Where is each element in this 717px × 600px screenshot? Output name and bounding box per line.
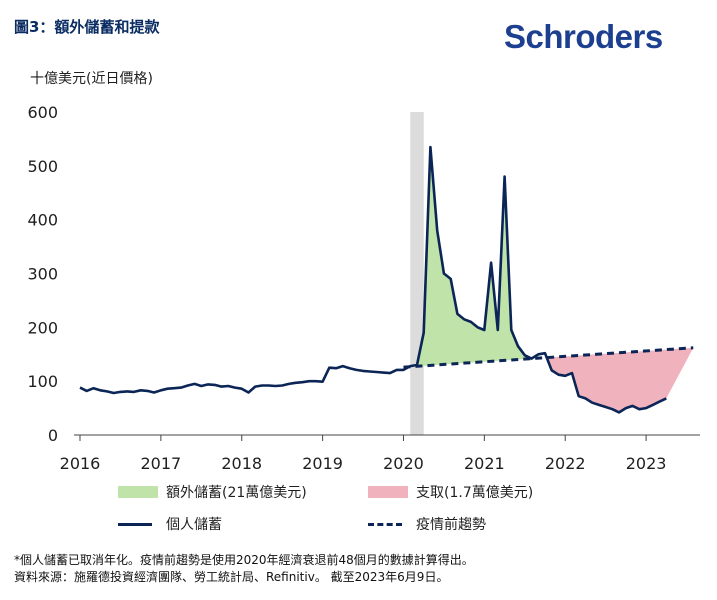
x-tick-label: 2022 bbox=[545, 454, 586, 473]
footnote-line-1: *個人儲蓄已取消年化。疫情前趨勢是使用2020年經濟衰退前48個月的數據計算得出… bbox=[14, 553, 474, 567]
x-tick-label: 2018 bbox=[221, 454, 262, 473]
pre-pandemic-trend-line bbox=[403, 346, 694, 369]
x-tick-label: 2019 bbox=[302, 454, 343, 473]
legend-item-personal-savings: 個人儲蓄 bbox=[118, 514, 222, 534]
drawdown-area bbox=[545, 347, 694, 413]
legend-label-personal-savings: 個人儲蓄 bbox=[166, 517, 222, 533]
x-tick-label: 2023 bbox=[626, 454, 667, 473]
recession-band bbox=[410, 112, 424, 435]
schroders-logo: Schroders bbox=[504, 18, 663, 55]
y-tick-label: 300 bbox=[27, 265, 58, 284]
x-tick-label: 2017 bbox=[141, 454, 182, 473]
legend-label-drawdown: 支取(1.7萬億美元) bbox=[416, 485, 534, 501]
x-tick-label: 2020 bbox=[383, 454, 424, 473]
y-tick-label: 500 bbox=[27, 157, 58, 176]
legend-item-excess-savings: 額外儲蓄(21萬億美元) bbox=[118, 482, 307, 502]
chart-title: 圖3：額外儲蓄和提款 bbox=[14, 18, 160, 36]
y-axis-unit-label: 十億美元(近日價格) bbox=[30, 71, 153, 87]
excess-savings-swatch bbox=[118, 486, 158, 498]
y-tick-label: 200 bbox=[27, 318, 58, 337]
footnote-source: 資料來源：施羅德投資經濟團隊、勞工統計局、Refinitiv。 截至2023年6… bbox=[14, 570, 449, 584]
legend-item-drawdown: 支取(1.7萬億美元) bbox=[368, 482, 533, 502]
legend-label-excess-savings: 額外儲蓄(21萬億美元) bbox=[166, 485, 307, 501]
drawdown-swatch bbox=[368, 486, 408, 498]
personal-savings-line bbox=[79, 145, 667, 414]
y-tick-label: 100 bbox=[27, 372, 58, 391]
legend-label-pre-pandemic-trend: 疫情前趨勢 bbox=[416, 517, 486, 533]
y-tick-label: 600 bbox=[27, 103, 58, 122]
x-tick-label: 2016 bbox=[60, 454, 101, 473]
x-tick-label: 2021 bbox=[464, 454, 505, 473]
y-tick-label: 400 bbox=[27, 211, 58, 230]
personal-savings-line-key bbox=[118, 522, 152, 526]
trend-line-key bbox=[368, 522, 402, 526]
footnote: *個人儲蓄已取消年化。疫情前趨勢是使用2020年經濟衰退前48個月的數據計算得出… bbox=[14, 552, 474, 586]
y-tick-label: 0 bbox=[48, 426, 58, 445]
legend-item-pre-pandemic-trend: 疫情前趨勢 bbox=[368, 514, 486, 534]
excess-savings-area bbox=[417, 147, 539, 367]
